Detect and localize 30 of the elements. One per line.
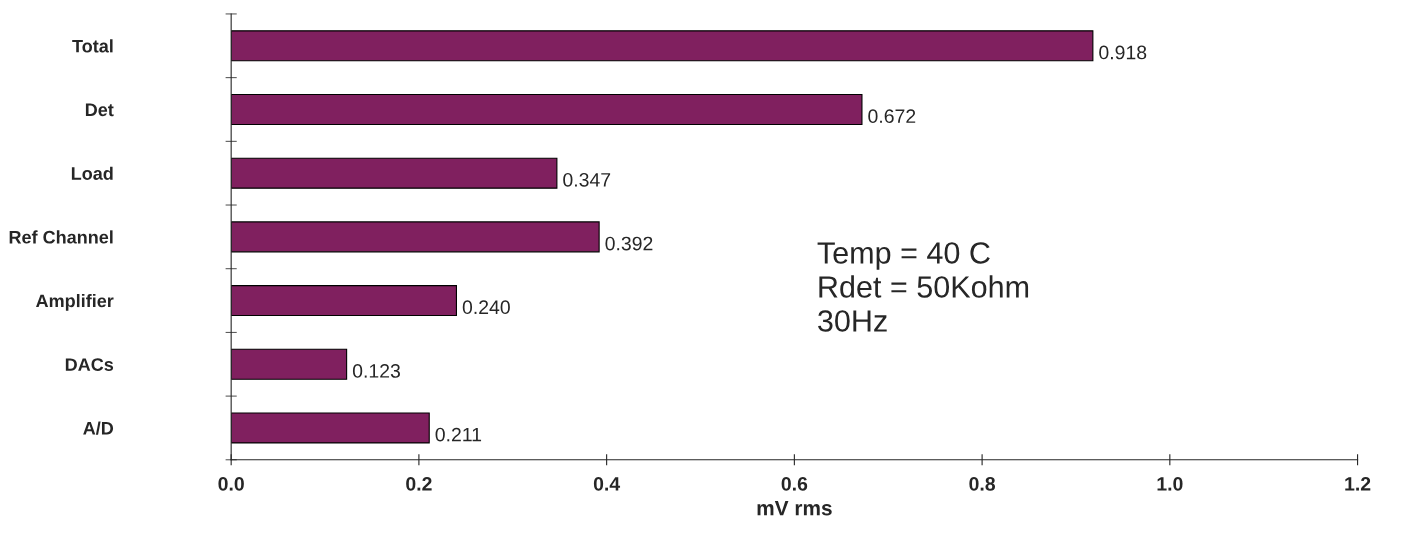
y-tick-label: Det	[85, 103, 114, 117]
x-axis-title: mV rms	[757, 500, 832, 516]
annotation: Temp = 40 C Rdet = 50Kohm 30Hz	[817, 242, 1029, 332]
x-tick-label: 0.0	[218, 476, 244, 491]
x-tick-label: 1.0	[1157, 476, 1183, 491]
y-tick-label: A/D	[83, 421, 114, 435]
y-tick-label: Ref Channel	[9, 230, 113, 244]
bar	[231, 157, 558, 189]
y-tick-label: Load	[71, 166, 113, 180]
data-label: 0.918	[1099, 45, 1147, 60]
bar	[231, 348, 348, 380]
x-tick-label: 0.4	[593, 476, 621, 491]
x-tick-label: 0.8	[969, 476, 996, 491]
x-tick-label: 0.2	[406, 476, 432, 491]
y-tick-label: Total	[72, 39, 113, 53]
data-label: 0.240	[462, 300, 510, 315]
y-tick-label: Amplifier	[36, 294, 114, 311]
bar	[231, 30, 1094, 62]
data-label: 0.211	[435, 427, 482, 442]
bar	[231, 412, 430, 444]
data-label: 0.347	[563, 172, 611, 187]
bar	[231, 93, 863, 126]
bar	[231, 285, 458, 317]
data-label: 0.392	[605, 236, 653, 251]
x-tick-label: 1.2	[1345, 476, 1371, 491]
data-label: 0.123	[352, 364, 400, 378]
bar	[231, 221, 600, 253]
y-tick-label: DACs	[65, 358, 114, 371]
x-tick-label: 0.6	[781, 476, 808, 491]
data-label: 0.672	[868, 109, 916, 124]
